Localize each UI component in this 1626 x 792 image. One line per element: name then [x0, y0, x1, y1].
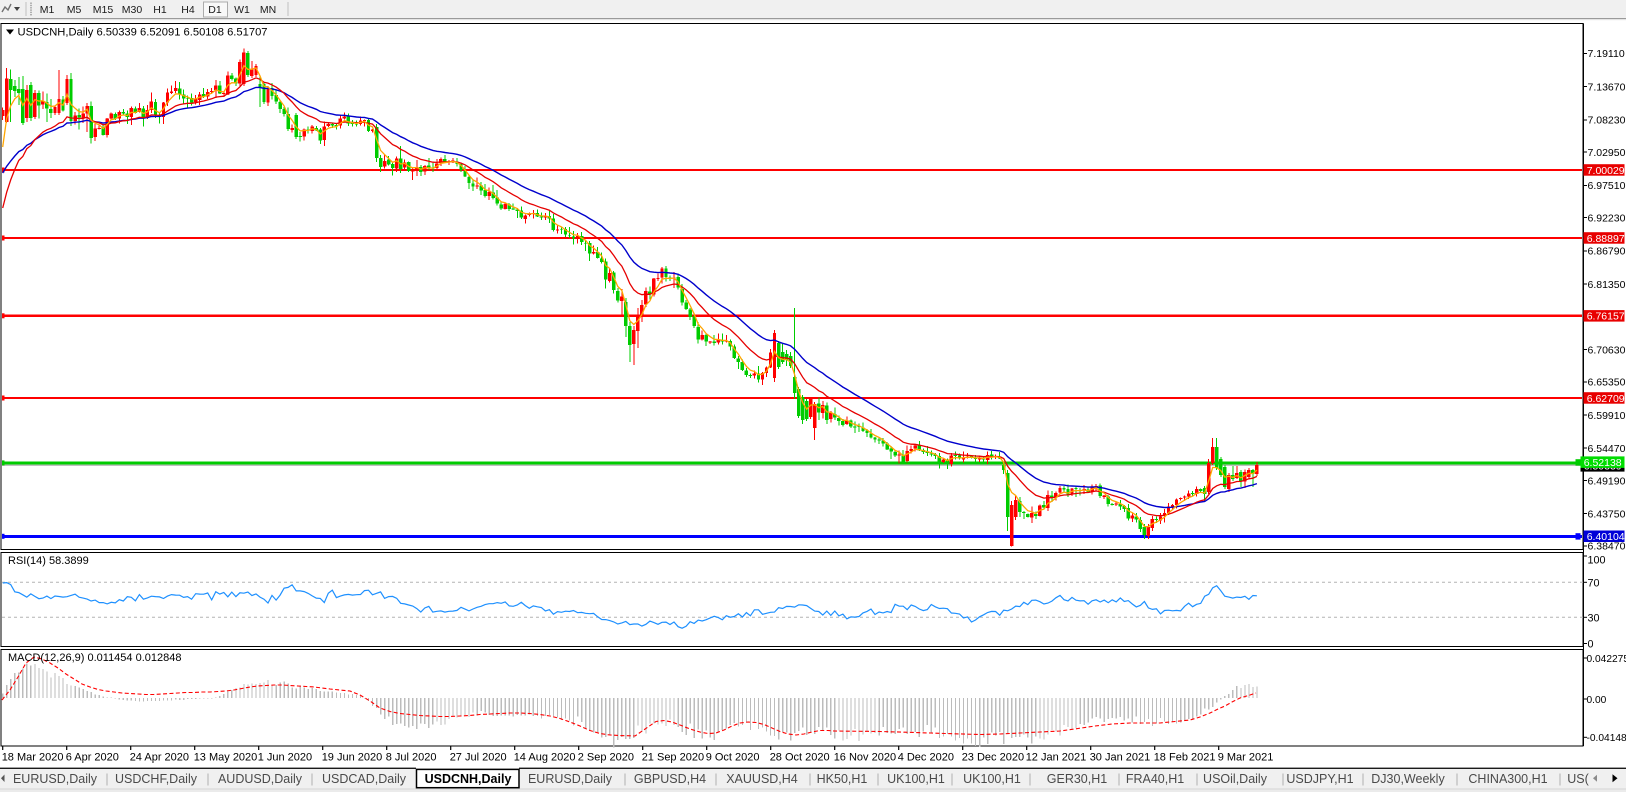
svg-text:H1: H1 [153, 4, 167, 16]
svg-text:7.00029: 7.00029 [1587, 165, 1625, 177]
svg-text:|: | [623, 772, 626, 786]
svg-text:1 Jun 2020: 1 Jun 2020 [258, 752, 312, 764]
svg-text:|: | [876, 772, 879, 786]
svg-text:USDCNH,Daily 6.50339 6.52091: USDCNH,Daily 6.50339 6.52091 6.50108 6.5… [18, 27, 268, 39]
svg-text:4 Dec 2020: 4 Dec 2020 [898, 752, 954, 764]
svg-text:|: | [1117, 772, 1120, 786]
svg-text:24 Apr 2020: 24 Apr 2020 [130, 752, 189, 764]
svg-text:6 Apr 2020: 6 Apr 2020 [66, 752, 119, 764]
svg-text:7.19110: 7.19110 [1588, 48, 1625, 60]
svg-text:7.02950: 7.02950 [1588, 147, 1626, 159]
svg-text:GBPUSD,H4: GBPUSD,H4 [634, 772, 706, 786]
svg-text:MACD(12,26,9) 0.011454 0.01284: MACD(12,26,9) 0.011454 0.012848 [8, 652, 181, 664]
svg-text:0: 0 [1588, 639, 1594, 651]
svg-text:UK100,H1: UK100,H1 [887, 772, 945, 786]
svg-text:0.042275: 0.042275 [1587, 654, 1626, 665]
svg-text:6.59910: 6.59910 [1588, 410, 1626, 422]
svg-text:RSI(14) 58.3899: RSI(14) 58.3899 [8, 555, 89, 567]
svg-text:MN: MN [260, 4, 276, 16]
svg-text:-0.04148: -0.04148 [1587, 733, 1626, 744]
svg-text:6.52138: 6.52138 [1584, 457, 1622, 469]
svg-text:18 Mar 2020: 18 Mar 2020 [2, 752, 64, 764]
svg-text:9 Oct 2020: 9 Oct 2020 [706, 752, 760, 764]
svg-text:USOil,Daily: USOil,Daily [1203, 772, 1268, 786]
svg-text:HK50,H1: HK50,H1 [817, 772, 868, 786]
svg-text:0.00: 0.00 [1587, 695, 1607, 706]
svg-text:CHINA300,H1: CHINA300,H1 [1468, 772, 1547, 786]
svg-text:|: | [1558, 772, 1561, 786]
svg-text:XAUUSD,H4: XAUUSD,H4 [726, 772, 798, 786]
svg-text:6.81350: 6.81350 [1588, 279, 1626, 291]
svg-text:6.43750: 6.43750 [1588, 509, 1626, 521]
svg-text:|: | [1028, 772, 1031, 786]
svg-text:|: | [950, 772, 953, 786]
svg-text:6.49190: 6.49190 [1588, 475, 1626, 487]
svg-text:M5: M5 [67, 4, 82, 16]
svg-text:6.97510: 6.97510 [1588, 180, 1626, 192]
svg-text:6.40104: 6.40104 [1587, 531, 1625, 543]
svg-text:EURUSD,Daily: EURUSD,Daily [528, 772, 613, 786]
svg-text:9 Mar 2021: 9 Mar 2021 [1218, 752, 1274, 764]
svg-text:18 Feb 2021: 18 Feb 2021 [1154, 752, 1216, 764]
svg-text:6.76157: 6.76157 [1587, 311, 1625, 323]
svg-text:6.65350: 6.65350 [1588, 377, 1626, 389]
svg-text:DJ30,Weekly: DJ30,Weekly [1371, 772, 1445, 786]
svg-text:7.08230: 7.08230 [1588, 115, 1626, 127]
svg-text:100: 100 [1588, 555, 1606, 567]
svg-text:AUDUSD,Daily: AUDUSD,Daily [218, 772, 303, 786]
svg-text:6.62709: 6.62709 [1587, 393, 1625, 405]
svg-text:M15: M15 [93, 4, 114, 16]
svg-text:|: | [1281, 772, 1284, 786]
svg-text:13 May 2020: 13 May 2020 [194, 752, 258, 764]
svg-text:|: | [206, 772, 209, 786]
svg-text:|: | [714, 772, 717, 786]
svg-text:M30: M30 [122, 4, 143, 16]
svg-text:19 Jun 2020: 19 Jun 2020 [322, 752, 383, 764]
svg-text:H4: H4 [181, 4, 195, 16]
svg-text:USDCNH,Daily: USDCNH,Daily [425, 772, 512, 786]
svg-text:6.88897: 6.88897 [1587, 233, 1625, 245]
svg-text:|: | [105, 772, 108, 786]
svg-text:6.70630: 6.70630 [1588, 344, 1626, 356]
svg-text:W1: W1 [234, 4, 250, 16]
svg-text:|: | [1455, 772, 1458, 786]
svg-text:D1: D1 [208, 4, 222, 16]
svg-text:6.54470: 6.54470 [1588, 443, 1626, 455]
svg-text:70: 70 [1588, 577, 1600, 589]
svg-text:|: | [1195, 772, 1198, 786]
svg-text:14 Aug 2020: 14 Aug 2020 [514, 752, 576, 764]
svg-text:FRA40,H1: FRA40,H1 [1126, 772, 1184, 786]
svg-text:6.38470: 6.38470 [1588, 541, 1626, 553]
svg-text:6.86790: 6.86790 [1588, 246, 1626, 258]
svg-text:USDJPY,H1: USDJPY,H1 [1286, 772, 1353, 786]
svg-text:EURUSD,Daily: EURUSD,Daily [13, 772, 98, 786]
svg-text:US(: US( [1567, 772, 1589, 786]
svg-text:UK100,H1: UK100,H1 [963, 772, 1021, 786]
svg-text:GER30,H1: GER30,H1 [1047, 772, 1107, 786]
svg-text:27 Jul 2020: 27 Jul 2020 [450, 752, 507, 764]
svg-text:6.92230: 6.92230 [1588, 212, 1626, 224]
svg-text:21 Sep 2020: 21 Sep 2020 [642, 752, 704, 764]
svg-text:|: | [310, 772, 313, 786]
svg-text:30: 30 [1588, 612, 1600, 624]
svg-text:30 Jan 2021: 30 Jan 2021 [1090, 752, 1151, 764]
svg-text:|: | [808, 772, 811, 786]
svg-text:7.13670: 7.13670 [1588, 81, 1626, 93]
svg-text:8 Jul 2020: 8 Jul 2020 [386, 752, 437, 764]
svg-text:USDCHF,Daily: USDCHF,Daily [115, 772, 198, 786]
svg-text:16 Nov 2020: 16 Nov 2020 [834, 752, 896, 764]
svg-text:23 Dec 2020: 23 Dec 2020 [962, 752, 1024, 764]
svg-text:M1: M1 [40, 4, 55, 16]
svg-text:|: | [1361, 772, 1364, 786]
svg-text:28 Oct 2020: 28 Oct 2020 [770, 752, 830, 764]
svg-text:12 Jan 2021: 12 Jan 2021 [1026, 752, 1087, 764]
svg-text:USDCAD,Daily: USDCAD,Daily [322, 772, 407, 786]
svg-text:2 Sep 2020: 2 Sep 2020 [578, 752, 634, 764]
